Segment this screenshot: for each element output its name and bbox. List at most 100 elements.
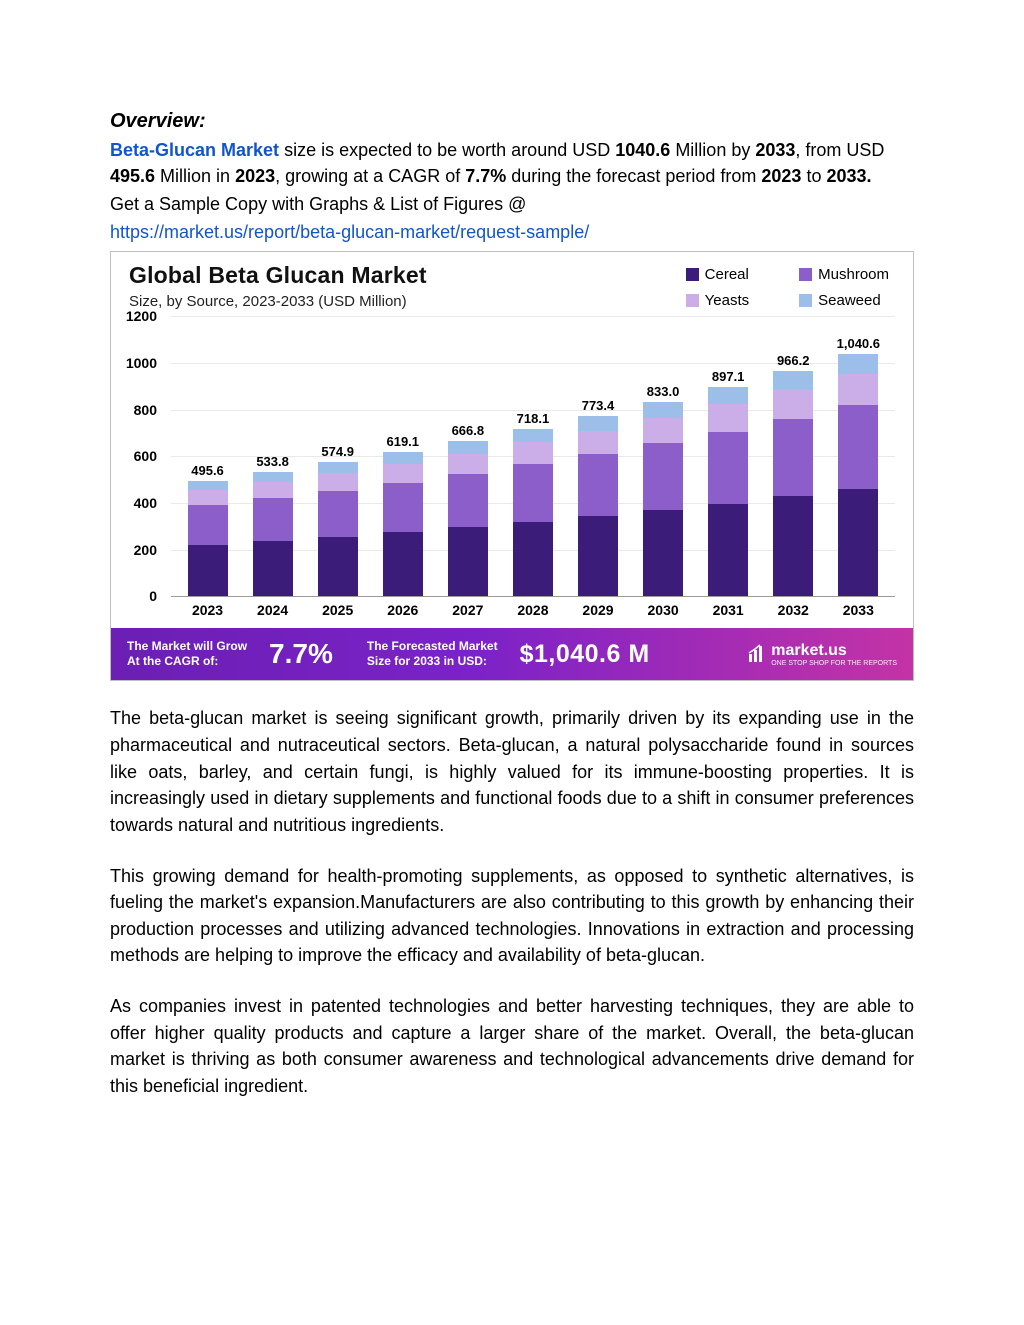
market-name-link[interactable]: Beta-Glucan Market (110, 140, 279, 160)
bar-segment-yeasts (448, 454, 488, 474)
bar-segment-seaweed (838, 354, 878, 374)
bar-segment-cereal (708, 504, 748, 597)
x-tick-label: 2023 (180, 602, 236, 618)
x-axis-labels: 2023 2024 2025 2026 2027 2028 2029 2030 2031 2032… (171, 596, 895, 628)
swatch-icon (799, 294, 812, 307)
bar-value-label: 495.6 (191, 463, 224, 478)
bar-segment-yeasts (253, 482, 293, 498)
intro-t6: during the forecast period from (506, 166, 761, 186)
bar-segment-seaweed (643, 402, 683, 418)
y-axis: 020040060080010001200 (119, 316, 161, 596)
overview-heading: Overview: (110, 110, 914, 133)
intro-t3: , from USD (795, 140, 884, 160)
bar-segment-cereal (513, 522, 553, 596)
bar-segment-yeasts (513, 442, 553, 464)
bar-column: 773.4 (570, 398, 626, 596)
bar-value-label: 666.8 (452, 423, 485, 438)
bar-segment-yeasts (708, 404, 748, 431)
bar-segment-mushroom (578, 454, 618, 516)
cagr-label: The Market will Grow At the CAGR of: (127, 639, 247, 669)
gridline (171, 596, 895, 597)
forecast-label-l2: Size for 2033 in USD: (367, 654, 498, 669)
plot: 495.6 533.8 574.9 619.1 666.8 718.1 773.4 833.0… (171, 316, 895, 596)
bar-segment-mushroom (513, 464, 553, 522)
bar-value-label: 718.1 (517, 411, 550, 426)
cagr-value: 7.7% (269, 638, 333, 670)
bar-segment-seaweed (448, 441, 488, 454)
bar-segment-seaweed (773, 371, 813, 389)
chart-plot-area: 020040060080010001200 495.6533.8574.9619… (111, 310, 913, 628)
x-tick-label: 2032 (765, 602, 821, 618)
x-tick-label: 2033 (830, 602, 886, 618)
intro-v6: 2023 (761, 166, 801, 186)
bar-segment-mushroom (253, 498, 293, 541)
bar-stack (838, 354, 878, 597)
bar-column: 666.8 (440, 423, 496, 597)
sample-url-link[interactable]: https://market.us/report/beta-glucan-mar… (110, 219, 914, 245)
x-tick-label: 2027 (440, 602, 496, 618)
y-tick-label: 0 (149, 588, 157, 604)
y-tick-label: 800 (134, 402, 157, 418)
bar-segment-yeasts (383, 464, 423, 483)
bar-value-label: 574.9 (321, 444, 354, 459)
bar-segment-cereal (578, 516, 618, 596)
intro-t7: to (801, 166, 826, 186)
y-tick-label: 600 (134, 448, 157, 464)
bar-stack (773, 371, 813, 596)
bar-value-label: 773.4 (582, 398, 615, 413)
intro-v3: 495.6 (110, 166, 155, 186)
y-tick-label: 200 (134, 542, 157, 558)
bar-stack (448, 441, 488, 597)
bar-stack (253, 472, 293, 597)
x-tick-label: 2028 (505, 602, 561, 618)
swatch-icon (799, 268, 812, 281)
bar-value-label: 533.8 (256, 454, 289, 469)
x-tick-label: 2025 (310, 602, 366, 618)
bar-segment-cereal (448, 527, 488, 596)
bar-segment-yeasts (773, 389, 813, 418)
chart-footer-banner: The Market will Grow At the CAGR of: 7.7… (111, 628, 913, 680)
bar-column: 619.1 (375, 434, 431, 596)
bar-segment-yeasts (318, 473, 358, 491)
cagr-label-l2: At the CAGR of: (127, 654, 247, 669)
y-tick-label: 400 (134, 495, 157, 511)
intro-t5: , growing at a CAGR of (275, 166, 465, 186)
bar-column: 897.1 (700, 369, 756, 596)
bar-segment-yeasts (188, 490, 228, 505)
bar-column: 574.9 (310, 444, 366, 596)
bar-stack (578, 416, 618, 596)
body-paragraph-3: As companies invest in patented technolo… (110, 993, 914, 1100)
bar-value-label: 897.1 (712, 369, 745, 384)
bar-segment-yeasts (578, 431, 618, 455)
bar-value-label: 833.0 (647, 384, 680, 399)
bar-column: 495.6 (180, 463, 236, 596)
bar-segment-seaweed (708, 387, 748, 404)
intro-v5: 7.7% (465, 166, 506, 186)
x-tick-label: 2026 (375, 602, 431, 618)
bar-segment-seaweed (253, 472, 293, 482)
x-tick-label: 2031 (700, 602, 756, 618)
bar-segment-cereal (643, 510, 683, 596)
x-tick-label: 2029 (570, 602, 626, 618)
legend-item-seaweed: Seaweed (799, 290, 889, 310)
x-tick-label: 2030 (635, 602, 691, 618)
bar-segment-yeasts (643, 418, 683, 443)
bar-stack (513, 429, 553, 597)
body-paragraph-1: The beta-glucan market is seeing signifi… (110, 705, 914, 838)
brand-logo: market.us ONE STOP SHOP FOR THE REPORTS (747, 642, 897, 667)
bar-segment-cereal (383, 532, 423, 596)
intro-v7: 2033. (826, 166, 871, 186)
bar-stack (318, 462, 358, 596)
body-paragraph-2: This growing demand for health-promoting… (110, 863, 914, 970)
intro-t2: Million by (670, 140, 755, 160)
intro-paragraph: Beta-Glucan Market size is expected to b… (110, 137, 914, 189)
bar-column: 533.8 (245, 454, 301, 597)
forecast-label-l1: The Forecasted Market (367, 639, 498, 654)
intro-t4: Million in (155, 166, 235, 186)
legend-item-yeasts: Yeasts (686, 290, 749, 310)
brand-subtitle: ONE STOP SHOP FOR THE REPORTS (771, 660, 897, 667)
bar-segment-seaweed (188, 481, 228, 490)
legend-label: Mushroom (818, 266, 889, 283)
bar-column: 966.2 (765, 353, 821, 596)
x-tick-label: 2024 (245, 602, 301, 618)
